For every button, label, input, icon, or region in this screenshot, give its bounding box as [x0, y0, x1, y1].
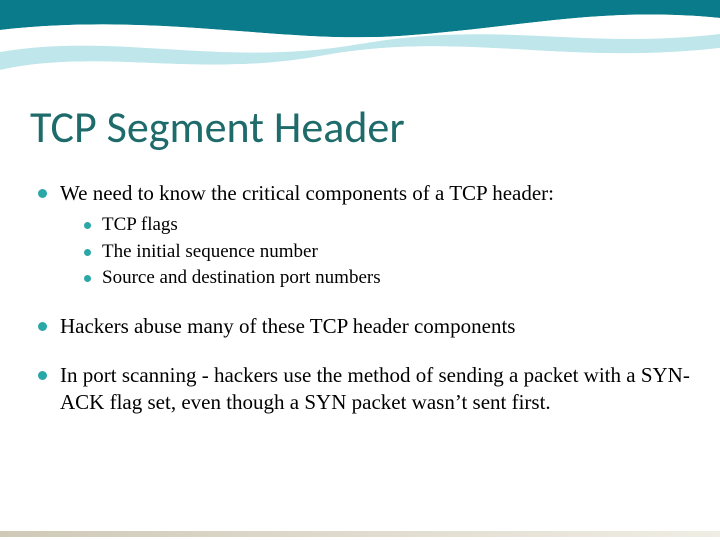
bullet-list: We need to know the critical components …: [30, 180, 690, 416]
sub-bullet-list: TCP flags The initial sequence number So…: [60, 213, 690, 291]
footer-svg: [0, 531, 720, 537]
bullet-item: Hackers abuse many of these TCP header c…: [38, 313, 690, 340]
sub-bullet-item: Source and destination port numbers: [84, 266, 690, 291]
footer-accent-line: [0, 524, 720, 530]
sub-bullet-text: TCP flags: [102, 214, 178, 235]
bullet-item: We need to know the critical components …: [38, 180, 690, 291]
sub-bullet-text: The initial sequence number: [102, 241, 318, 262]
bullet-item: In port scanning - hackers use the metho…: [38, 362, 690, 416]
bullet-text: In port scanning - hackers use the metho…: [60, 363, 690, 414]
bullet-text: We need to know the critical components …: [60, 181, 554, 205]
slide-title: TCP Segment Header: [30, 100, 690, 154]
header-wave-banner: [0, 0, 720, 90]
bullet-text: Hackers abuse many of these TCP header c…: [60, 314, 515, 338]
sub-bullet-text: Source and destination port numbers: [102, 267, 381, 288]
sub-bullet-item: The initial sequence number: [84, 240, 690, 265]
wave-svg: [0, 0, 720, 90]
slide-content: TCP Segment Header We need to know the c…: [30, 100, 690, 438]
sub-bullet-item: TCP flags: [84, 213, 690, 238]
